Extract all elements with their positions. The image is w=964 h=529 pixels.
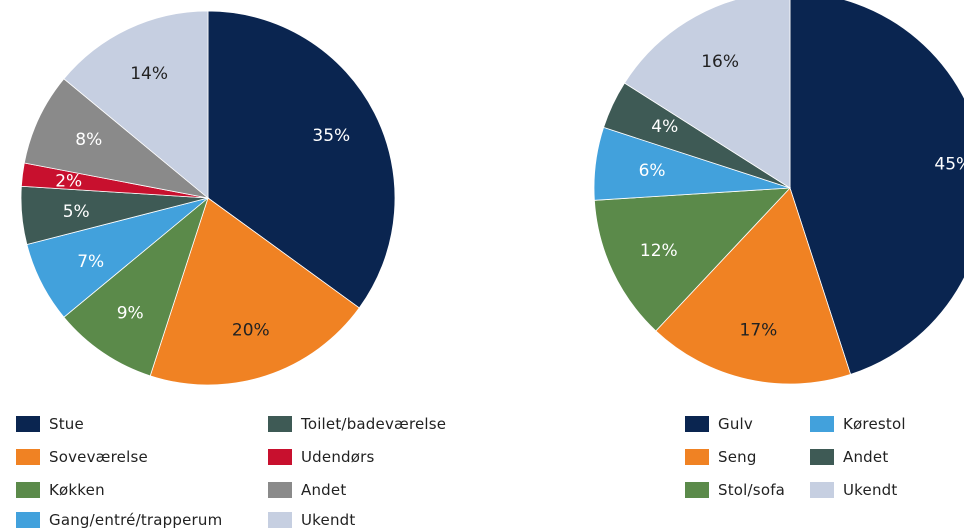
legend-label: Stol/sofa — [718, 481, 786, 499]
pie-data-label: 7% — [77, 252, 104, 272]
pie-slice — [63, 10, 209, 199]
legend-swatch — [685, 482, 709, 498]
legend-swatch — [268, 482, 292, 498]
pie-data-label: 14% — [130, 64, 168, 84]
legend-label: Gang/entré/trapperum — [49, 511, 223, 529]
legend-label: Toilet/badeværelse — [301, 415, 447, 433]
pie-slice — [207, 10, 396, 309]
legend-swatch — [16, 512, 40, 528]
legend-swatch — [268, 512, 292, 528]
legend-item: Andet — [810, 448, 888, 466]
pie-data-label: 45% — [934, 154, 964, 174]
legend-label: Seng — [718, 448, 757, 466]
legend-swatch — [16, 482, 40, 498]
legend-item: Ukendt — [268, 511, 355, 529]
pie-data-label: 12% — [640, 241, 678, 261]
legend-item: Gang/entré/trapperum — [16, 511, 222, 529]
legend-item: Kørestol — [810, 415, 906, 433]
legend-item: Køkken — [16, 481, 105, 499]
legend-swatch — [685, 416, 709, 432]
pie-slice — [789, 0, 964, 375]
pie-slice — [149, 197, 360, 386]
legend-item: Stue — [16, 415, 84, 433]
legend-item: Soveværelse — [16, 448, 148, 466]
pie-slice — [623, 0, 791, 189]
legend-item: Andet — [268, 481, 346, 499]
legend-swatch — [810, 482, 834, 498]
pie-data-label: 20% — [232, 321, 270, 341]
legend-label: Udendørs — [301, 448, 375, 466]
pie-slice — [655, 187, 852, 385]
pie-slice — [23, 78, 209, 199]
legend-swatch — [16, 416, 40, 432]
pie-data-label: 9% — [117, 304, 144, 324]
legend-item: Udendørs — [268, 448, 375, 466]
pie-data-label: 16% — [701, 52, 739, 72]
pie-data-label: 4% — [651, 117, 678, 137]
legend-label: Andet — [301, 481, 347, 499]
pie-chart-2: 45% 17% 12% 6% 4% 16% — [593, 0, 964, 385]
legend-label: Køkken — [49, 481, 105, 499]
legend-label: Gulv — [718, 415, 753, 433]
pie-data-label: 35% — [312, 126, 350, 146]
pie-chart-1: 35% 20% 9% 7% 5% 2% 8% 14% — [20, 10, 396, 386]
legend-item: Toilet/badeværelse — [268, 415, 446, 433]
legend-swatch — [268, 416, 292, 432]
legend-label: Ukendt — [301, 511, 356, 529]
pie-data-label: 6% — [639, 161, 666, 181]
legend-label: Andet — [843, 448, 889, 466]
legend-item: Ukendt — [810, 481, 897, 499]
pie-data-label: 8% — [75, 130, 102, 150]
legend-swatch — [810, 449, 834, 465]
legend-swatch — [268, 449, 292, 465]
pie-slice — [63, 196, 209, 377]
legend-item: Stol/sofa — [685, 481, 785, 499]
legend-label: Ukendt — [843, 481, 898, 499]
legend-label: Kørestol — [843, 415, 906, 433]
legend-swatch — [685, 449, 709, 465]
legend-item: Gulv — [685, 415, 753, 433]
legend-item: Seng — [685, 448, 757, 466]
pie-data-label: 5% — [63, 202, 90, 222]
legend-label: Soveværelse — [49, 448, 148, 466]
legend-swatch — [16, 449, 40, 465]
pie-slice — [593, 187, 791, 332]
legend-swatch — [810, 416, 834, 432]
legend-label: Stue — [49, 415, 84, 433]
pie-data-label: 17% — [740, 321, 778, 341]
pie-data-label: 2% — [55, 172, 82, 192]
